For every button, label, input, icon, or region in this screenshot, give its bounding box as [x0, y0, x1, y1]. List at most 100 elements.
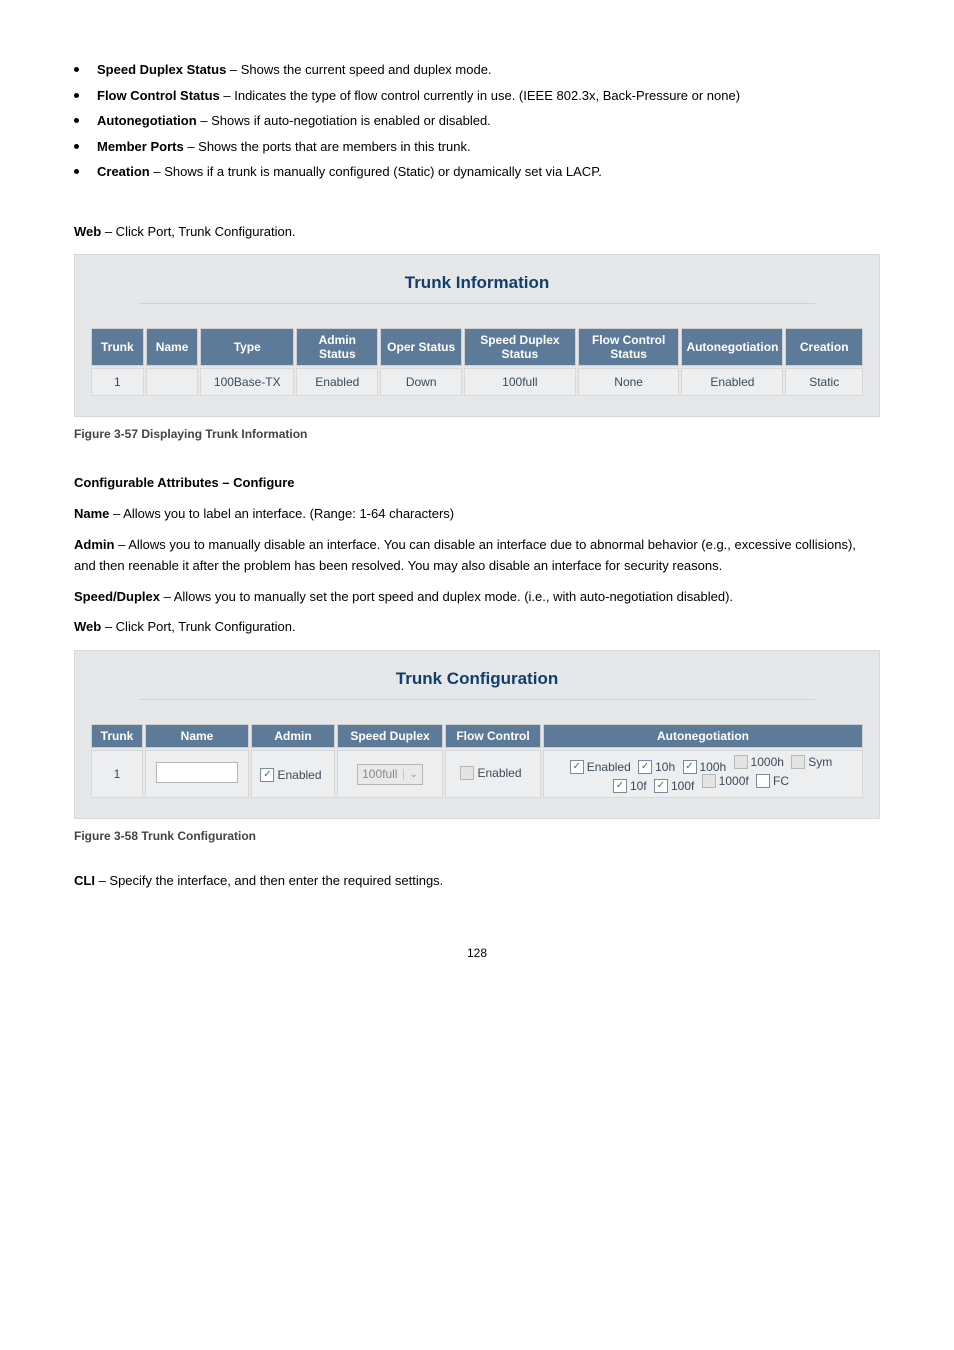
- cell-oper: Down: [380, 368, 461, 396]
- web-instruction-1: Web Web – Click Port, Trunk Configuratio…: [74, 222, 880, 243]
- checkbox-icon: [260, 768, 274, 782]
- trunk-configuration-panel: Trunk Configuration Trunk Name Admin Spe…: [74, 650, 880, 819]
- trunk-configuration-table: Trunk Name Admin Speed Duplex Flow Contr…: [89, 722, 865, 800]
- panel-title: Trunk Configuration: [139, 669, 815, 700]
- figure-caption-1: Figure 3-57 Displaying Trunk Information: [74, 427, 880, 441]
- autoneg-option-label: 10f: [630, 779, 647, 793]
- table-row: 1 Enabled 100full ⌄ Enabled: [91, 750, 863, 798]
- chevron-down-icon: ⌄: [403, 769, 417, 780]
- bullet-icon: [74, 144, 79, 149]
- autoneg-option-10h[interactable]: 10h: [638, 760, 675, 774]
- definition-item: Speed Duplex Status – Shows the current …: [74, 60, 880, 80]
- autoneg-option-fc[interactable]: FC: [756, 774, 789, 788]
- bullet-icon: [74, 67, 79, 72]
- cell-type: 100Base-TX: [200, 368, 294, 396]
- speed-duplex-value: 100full: [362, 767, 397, 781]
- checkbox-icon: [654, 779, 668, 793]
- trunk-information-table: Trunk Name Type Admin Status Oper Status…: [89, 326, 865, 398]
- column-header: Oper Status: [380, 328, 461, 366]
- autoneg-option-enabled[interactable]: Enabled: [570, 760, 631, 774]
- trunk-information-panel: Trunk Information Trunk Name Type Admin …: [74, 254, 880, 417]
- autoneg-option-label: Enabled: [587, 760, 631, 774]
- autoneg-option-1000f[interactable]: 1000f: [702, 774, 749, 788]
- attr-desc: Speed/Duplex – Allows you to manually se…: [74, 587, 880, 608]
- trunk-name-input[interactable]: [156, 762, 238, 783]
- definition-item: Flow Control Status – Indicates the type…: [74, 86, 880, 106]
- column-header: Name: [146, 328, 199, 366]
- autoneg-option-sym[interactable]: Sym: [791, 755, 832, 769]
- checkbox-icon: [756, 774, 770, 788]
- column-header: Trunk: [91, 328, 144, 366]
- autoneg-option-label: FC: [773, 774, 789, 788]
- definition-term: Autonegotiation: [97, 113, 197, 128]
- autoneg-option-100f[interactable]: 100f: [654, 779, 694, 793]
- bullet-icon: [74, 169, 79, 174]
- column-header: Autonegotiation: [543, 724, 863, 748]
- column-header: Autonegotiation: [681, 328, 783, 366]
- cell-autoneg: Enabled 10h 100h 1000h Sym 10f 100f 1000f…: [543, 750, 863, 798]
- table-header-row: Trunk Name Type Admin Status Oper Status…: [91, 328, 863, 366]
- autoneg-option-1000h[interactable]: 1000h: [734, 755, 784, 769]
- autoneg-option-label: Sym: [808, 755, 832, 769]
- column-header: Flow Control: [445, 724, 541, 748]
- autoneg-option-100h[interactable]: 100h: [683, 760, 727, 774]
- column-header: Admin: [251, 724, 335, 748]
- autoneg-option-label: 1000h: [751, 755, 784, 769]
- web-instruction-2: Web – Click Port, Trunk Configuration.: [74, 617, 880, 638]
- bullet-icon: [74, 93, 79, 98]
- cell-auto: Enabled: [681, 368, 783, 396]
- column-header: Name: [145, 724, 249, 748]
- autoneg-option-label: 100f: [671, 779, 694, 793]
- definition-term: Flow Control Status: [97, 88, 220, 103]
- cell-name: [145, 750, 249, 798]
- definition-text: – Shows if auto-negotiation is enabled o…: [197, 113, 491, 128]
- checkbox-icon: [683, 760, 697, 774]
- definition-term: Member Ports: [97, 139, 184, 154]
- column-header: Type: [200, 328, 294, 366]
- cell-name: [146, 368, 199, 396]
- definition-text: – Shows the current speed and duplex mod…: [226, 62, 491, 77]
- column-header: Speed Duplex Status: [464, 328, 576, 366]
- panel-title: Trunk Information: [139, 273, 815, 304]
- autoneg-option-label: 1000f: [719, 774, 749, 788]
- definition-text: – Shows the ports that are members in th…: [184, 139, 471, 154]
- table-row: 1 100Base-TX Enabled Down 100full None E…: [91, 368, 863, 396]
- cell-creation: Static: [785, 368, 863, 396]
- cell-trunk: 1: [91, 750, 143, 798]
- configurable-attributes-heading: Configurable Attributes – Configure: [74, 475, 880, 490]
- cell-flow: None: [578, 368, 680, 396]
- autoneg-option-label: 100h: [700, 760, 727, 774]
- figure-caption-2: Figure 3-58 Trunk Configuration: [74, 829, 880, 843]
- cli-instruction: CLI – Specify the interface, and then en…: [74, 871, 880, 892]
- autoneg-option-10f[interactable]: 10f: [613, 779, 647, 793]
- column-header: Flow Control Status: [578, 328, 680, 366]
- column-header: Creation: [785, 328, 863, 366]
- cell-flow: Enabled: [445, 750, 541, 798]
- flow-label: Enabled: [477, 766, 521, 780]
- cli-text: – Specify the interface, and then enter …: [95, 873, 443, 888]
- checkbox-icon: [702, 774, 716, 788]
- admin-checkbox[interactable]: Enabled: [260, 768, 321, 782]
- autoneg-option-label: 10h: [655, 760, 675, 774]
- flow-control-checkbox[interactable]: Enabled: [460, 766, 521, 780]
- cell-speed: 100full: [464, 368, 576, 396]
- cli-heading: CLI: [74, 873, 95, 888]
- speed-duplex-select[interactable]: 100full ⌄: [357, 764, 423, 785]
- bullet-icon: [74, 118, 79, 123]
- definitions-list: Speed Duplex Status – Shows the current …: [74, 60, 880, 182]
- checkbox-icon: [791, 755, 805, 769]
- cell-trunk: 1: [91, 368, 144, 396]
- figure-caption-2-text: Figure 3-58 Trunk Configuration: [74, 829, 256, 843]
- column-header: Trunk: [91, 724, 143, 748]
- definition-item: Autonegotiation – Shows if auto-negotiat…: [74, 111, 880, 131]
- attr-desc: Admin – Allows you to manually disable a…: [74, 535, 880, 577]
- cell-speed: 100full ⌄: [337, 750, 443, 798]
- checkbox-icon: [734, 755, 748, 769]
- definition-term: Speed Duplex Status: [97, 62, 226, 77]
- definition-text: – Shows if a trunk is manually configure…: [150, 164, 602, 179]
- checkbox-icon: [570, 760, 584, 774]
- attr-desc: Name – Allows you to label an interface.…: [74, 504, 880, 525]
- figure-caption-1-text: Figure 3-57 Displaying Trunk Information: [74, 427, 307, 441]
- column-header: Speed Duplex: [337, 724, 443, 748]
- table-header-row: Trunk Name Admin Speed Duplex Flow Contr…: [91, 724, 863, 748]
